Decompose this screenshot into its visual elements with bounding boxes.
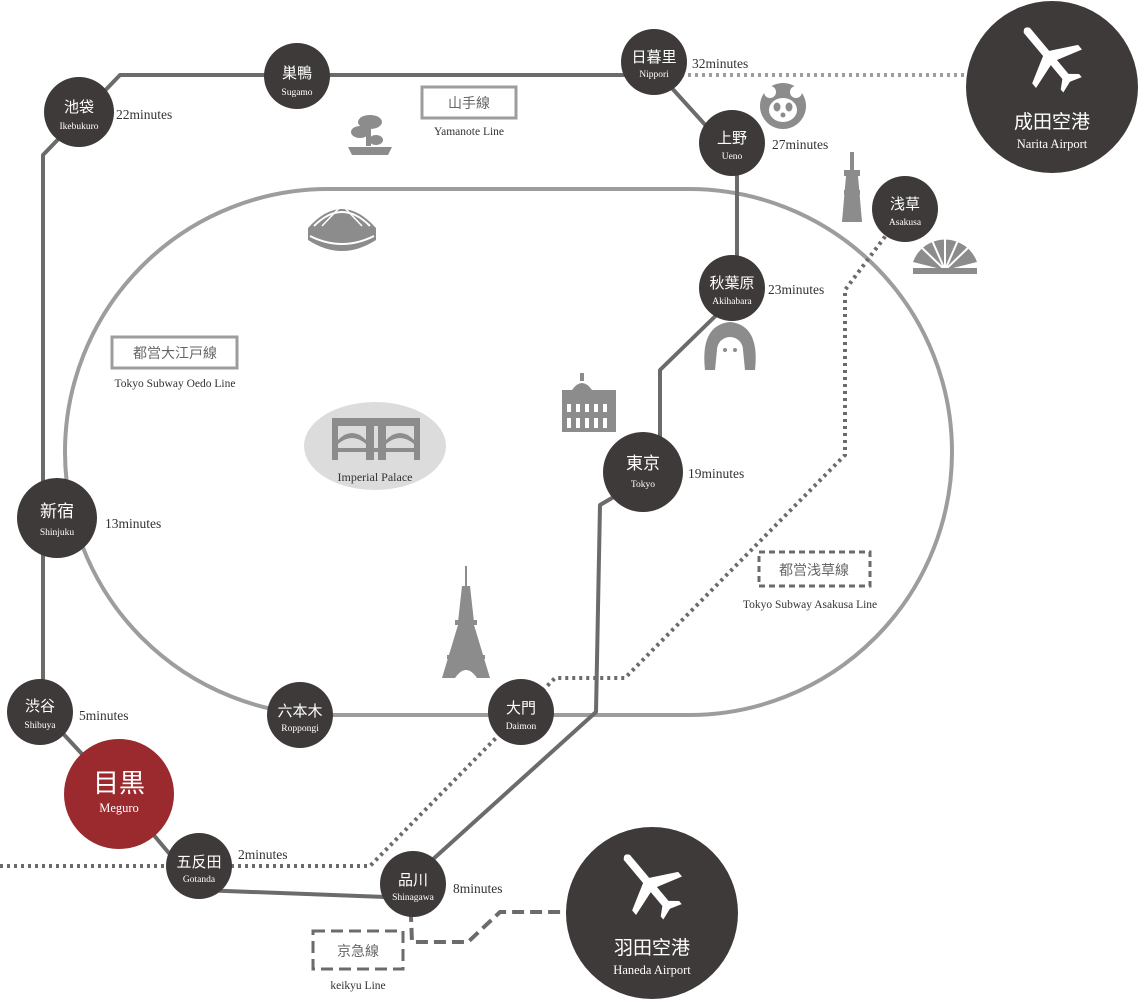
svg-text:Shinagawa: Shinagawa (392, 893, 434, 903)
station-sugamo[interactable]: 巣鴨 Sugamo (264, 43, 330, 109)
time-shinagawa: 8minutes (453, 881, 503, 896)
palace-bridge-icon (332, 418, 420, 460)
station-roppongi[interactable]: 六本木 Roppongi (267, 682, 333, 748)
anime-girl-icon (704, 322, 756, 370)
station-meguro[interactable]: 目黒 Meguro (64, 739, 174, 849)
svg-text:Shinjuku: Shinjuku (40, 528, 75, 538)
station-ikebukuro[interactable]: 池袋 Ikebukuro (44, 77, 114, 147)
station-tokyo[interactable]: 東京 Tokyo (603, 432, 683, 512)
station-ueno[interactable]: 上野 Ueno (699, 110, 765, 176)
skytree-icon (842, 152, 862, 222)
station-akihabara[interactable]: 秋葉原 Akihabara (699, 255, 765, 321)
station-nippori[interactable]: 日暮里 Nippori (621, 29, 687, 95)
svg-text:浅草: 浅草 (890, 195, 920, 213)
time-ueno: 27minutes (772, 137, 828, 152)
svg-text:目黒: 目黒 (93, 769, 145, 799)
keikyu-label: 京急線 keikyu Line (311, 929, 405, 992)
station-shinagawa[interactable]: 品川 Shinagawa (380, 851, 446, 917)
svg-text:新宿: 新宿 (40, 502, 74, 522)
station-shibuya[interactable]: 渋谷 Shibuya (7, 679, 73, 745)
yamanote-label: 山手線 Yamanote Line (420, 85, 518, 138)
svg-text:Narita Airport: Narita Airport (1017, 137, 1088, 151)
svg-text:京急線: 京急線 (337, 944, 379, 960)
svg-text:Tokyo Subway Asakusa Line: Tokyo Subway Asakusa Line (743, 599, 877, 611)
oedo-line (63, 187, 954, 717)
station-daimon[interactable]: 大門 Daimon (488, 679, 554, 745)
svg-text:日暮里: 日暮里 (631, 48, 676, 66)
panda-icon (760, 83, 806, 129)
svg-text:Imperial Palace: Imperial Palace (338, 470, 413, 484)
station-shinjuku[interactable]: 新宿 Shinjuku (17, 478, 97, 558)
svg-text:Daimon: Daimon (506, 722, 537, 732)
svg-text:秋葉原: 秋葉原 (709, 274, 754, 292)
svg-text:Shibuya: Shibuya (24, 721, 56, 731)
imperial-palace: Imperial Palace (304, 402, 446, 490)
svg-text:Meguro: Meguro (99, 801, 139, 815)
time-shinjuku: 13minutes (105, 516, 161, 531)
svg-text:山手線: 山手線 (448, 96, 490, 112)
time-nippori: 32minutes (692, 56, 748, 71)
svg-text:五反田: 五反田 (176, 853, 221, 871)
time-shibuya: 5minutes (79, 708, 129, 723)
svg-text:keikyu Line: keikyu Line (330, 980, 385, 992)
bonsai-icon (348, 115, 392, 155)
svg-text:品川: 品川 (398, 871, 428, 889)
time-akihabara: 23minutes (768, 282, 824, 297)
svg-text:Ueno: Ueno (722, 152, 743, 162)
svg-text:Gotanda: Gotanda (183, 875, 216, 885)
time-tokyo: 19minutes (688, 466, 744, 481)
tokyo-tower-icon (442, 566, 490, 678)
tokyo-dome-icon (308, 203, 376, 251)
narita-airport[interactable]: 成田空港 Narita Airport (966, 1, 1138, 173)
svg-text:Roppongi: Roppongi (281, 724, 319, 734)
tokyo-station-building-icon (562, 373, 616, 432)
svg-text:上野: 上野 (717, 129, 747, 147)
svg-text:池袋: 池袋 (64, 98, 94, 116)
svg-text:Tokyo Subway Oedo Line: Tokyo Subway Oedo Line (115, 378, 236, 390)
svg-text:Akihabara: Akihabara (712, 297, 752, 307)
svg-text:Nippori: Nippori (639, 70, 669, 80)
airplane-icon (623, 854, 682, 920)
folding-fan-icon (913, 235, 977, 274)
keikyu-line (408, 891, 570, 944)
svg-text:Sugamo: Sugamo (281, 88, 312, 98)
svg-text:Ikebukuro: Ikebukuro (59, 122, 98, 132)
svg-text:都営大江戸線: 都営大江戸線 (133, 346, 217, 362)
oedo-label: 都営大江戸線 Tokyo Subway Oedo Line (110, 335, 239, 390)
time-gotanda: 2minutes (238, 847, 288, 862)
svg-text:大門: 大門 (506, 699, 536, 717)
airplane-icon (1023, 27, 1082, 93)
haneda-airport[interactable]: 羽田空港 Haneda Airport (566, 827, 738, 999)
station-gotanda[interactable]: 五反田 Gotanda (166, 833, 232, 899)
svg-text:渋谷: 渋谷 (25, 697, 55, 715)
svg-text:六本木: 六本木 (277, 702, 322, 720)
svg-text:Haneda Airport: Haneda Airport (613, 963, 691, 977)
svg-text:都営浅草線: 都営浅草線 (779, 563, 849, 579)
time-ikebukuro: 22minutes (116, 107, 172, 122)
svg-text:羽田空港: 羽田空港 (614, 937, 690, 959)
svg-text:巣鴨: 巣鴨 (282, 64, 312, 82)
asakusa-line-label: 都営浅草線 Tokyo Subway Asakusa Line (743, 550, 877, 611)
svg-text:Asakusa: Asakusa (889, 218, 922, 228)
svg-text:Tokyo: Tokyo (631, 480, 655, 490)
svg-text:成田空港: 成田空港 (1014, 111, 1090, 133)
svg-text:東京: 東京 (626, 454, 660, 474)
station-asakusa[interactable]: 浅草 Asakusa (872, 176, 938, 242)
svg-text:Yamanote Line: Yamanote Line (434, 126, 504, 138)
